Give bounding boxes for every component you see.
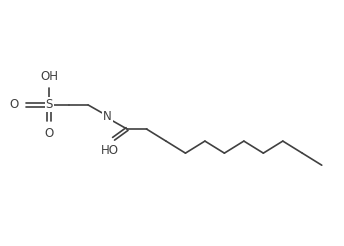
Text: N: N — [103, 109, 112, 123]
Text: HO: HO — [101, 144, 119, 157]
Text: S: S — [45, 98, 53, 111]
Text: O: O — [44, 127, 54, 140]
Text: OH: OH — [40, 70, 58, 83]
Text: O: O — [10, 98, 19, 111]
